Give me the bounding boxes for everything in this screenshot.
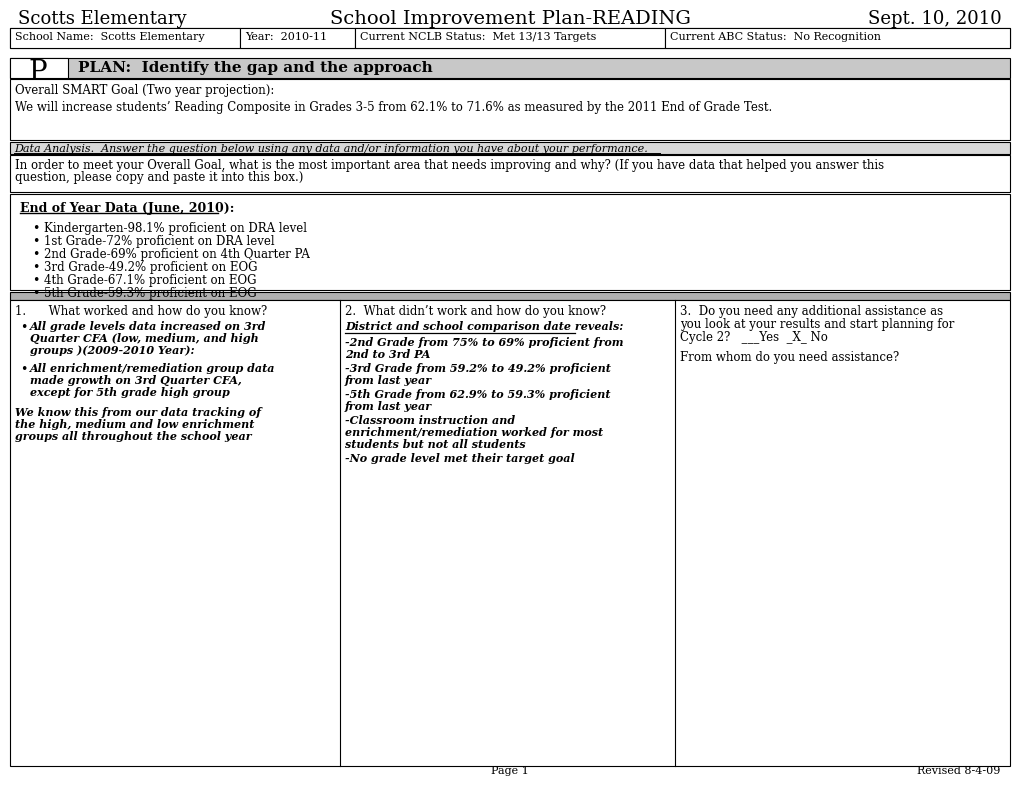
Text: 2.  What didn’t work and how do you know?: 2. What didn’t work and how do you know? <box>344 305 605 318</box>
Bar <box>355 28 664 48</box>
Text: From whom do you need assistance?: From whom do you need assistance? <box>680 351 899 364</box>
Text: 3.  Do you need any additional assistance as: 3. Do you need any additional assistance… <box>680 305 943 318</box>
Bar <box>10 155 1009 192</box>
Text: 1.      What worked and how do you know?: 1. What worked and how do you know? <box>15 305 267 318</box>
Text: -5th Grade from 62.9% to 59.3% proficient: -5th Grade from 62.9% to 59.3% proficien… <box>344 389 610 400</box>
Bar <box>10 28 239 48</box>
Text: 1st Grade-72% proficient on DRA level: 1st Grade-72% proficient on DRA level <box>44 235 274 248</box>
Bar <box>239 28 355 48</box>
Text: Sept. 10, 2010: Sept. 10, 2010 <box>867 10 1001 28</box>
Text: -3rd Grade from 59.2% to 49.2% proficient: -3rd Grade from 59.2% to 49.2% proficien… <box>344 363 610 374</box>
Text: Year:  2010-11: Year: 2010-11 <box>245 32 327 42</box>
Text: Kindergarten-98.1% proficient on DRA level: Kindergarten-98.1% proficient on DRA lev… <box>44 222 307 235</box>
Text: School Name:  Scotts Elementary: School Name: Scotts Elementary <box>15 32 205 42</box>
Bar <box>10 194 1009 290</box>
Text: Cycle 2?   ___Yes  _X_ No: Cycle 2? ___Yes _X_ No <box>680 331 827 344</box>
Text: -Classroom instruction and: -Classroom instruction and <box>344 415 515 426</box>
Text: In order to meet your Overall Goal, what is the most important area that needs i: In order to meet your Overall Goal, what… <box>15 159 883 172</box>
Bar <box>664 28 1009 48</box>
Text: Quarter CFA (low, medium, and high: Quarter CFA (low, medium, and high <box>30 333 259 344</box>
Text: Page 1: Page 1 <box>490 766 529 776</box>
Text: students but not all students: students but not all students <box>344 439 525 450</box>
Text: P: P <box>29 59 47 86</box>
Text: We will increase students’ Reading Composite in Grades 3-5 from 62.1% to 71.6% a: We will increase students’ Reading Compo… <box>15 101 771 114</box>
Bar <box>10 142 1009 154</box>
Text: enrichment/remediation worked for most: enrichment/remediation worked for most <box>344 427 602 438</box>
Bar <box>10 300 1009 766</box>
Text: All enrichment/remediation group data: All enrichment/remediation group data <box>30 363 275 374</box>
Bar <box>10 28 1009 48</box>
Bar <box>10 58 68 78</box>
Text: Data Analysis.  Answer the question below using any data and/or information you : Data Analysis. Answer the question below… <box>14 144 647 154</box>
Text: We know this from our data tracking of: We know this from our data tracking of <box>15 407 261 418</box>
Text: from last year: from last year <box>344 375 432 386</box>
Text: Current ABC Status:  No Recognition: Current ABC Status: No Recognition <box>669 32 880 42</box>
Text: made growth on 3rd Quarter CFA,: made growth on 3rd Quarter CFA, <box>30 375 242 386</box>
Text: Revised 8-4-09: Revised 8-4-09 <box>916 766 999 776</box>
Bar <box>10 79 1009 140</box>
Text: •: • <box>20 321 28 334</box>
Text: •: • <box>32 248 40 261</box>
Text: •: • <box>20 363 28 376</box>
Text: groups all throughout the school year: groups all throughout the school year <box>15 431 252 442</box>
Text: -No grade level met their target goal: -No grade level met their target goal <box>344 453 574 464</box>
Text: End of Year Data (June, 2010):: End of Year Data (June, 2010): <box>20 202 234 215</box>
Bar <box>10 292 1009 300</box>
Text: except for 5th grade high group: except for 5th grade high group <box>30 387 229 398</box>
Text: Current NCLB Status:  Met 13/13 Targets: Current NCLB Status: Met 13/13 Targets <box>360 32 596 42</box>
Text: •: • <box>32 287 40 300</box>
Text: All grade levels data increased on 3rd: All grade levels data increased on 3rd <box>30 321 266 332</box>
Text: the high, medium and low enrichment: the high, medium and low enrichment <box>15 419 254 430</box>
Text: •: • <box>32 261 40 274</box>
Text: •: • <box>32 235 40 248</box>
Text: groups )(2009-2010 Year):: groups )(2009-2010 Year): <box>30 345 195 356</box>
Text: PLAN:  Identify the gap and the approach: PLAN: Identify the gap and the approach <box>77 61 432 75</box>
Text: •: • <box>32 222 40 235</box>
Text: 2nd Grade-69% proficient on 4th Quarter PA: 2nd Grade-69% proficient on 4th Quarter … <box>44 248 310 261</box>
Text: 4th Grade-67.1% proficient on EOG: 4th Grade-67.1% proficient on EOG <box>44 274 256 287</box>
Text: District and school comparison date reveals:: District and school comparison date reve… <box>344 321 623 332</box>
Text: -2nd Grade from 75% to 69% proficient from: -2nd Grade from 75% to 69% proficient fr… <box>344 337 623 348</box>
Text: 5th Grade-59.3% proficient on EOG: 5th Grade-59.3% proficient on EOG <box>44 287 257 300</box>
Text: 2nd to 3rd PA: 2nd to 3rd PA <box>344 349 430 360</box>
Text: •: • <box>32 274 40 287</box>
Text: question, please copy and paste it into this box.): question, please copy and paste it into … <box>15 171 303 184</box>
Text: School Improvement Plan-READING: School Improvement Plan-READING <box>329 10 690 28</box>
Text: Overall SMART Goal (Two year projection):: Overall SMART Goal (Two year projection)… <box>15 84 274 97</box>
Text: Scotts Elementary: Scotts Elementary <box>18 10 186 28</box>
Text: from last year: from last year <box>344 401 432 412</box>
Text: 3rd Grade-49.2% proficient on EOG: 3rd Grade-49.2% proficient on EOG <box>44 261 257 274</box>
Text: you look at your results and start planning for: you look at your results and start plann… <box>680 318 954 331</box>
Bar <box>10 58 1009 78</box>
